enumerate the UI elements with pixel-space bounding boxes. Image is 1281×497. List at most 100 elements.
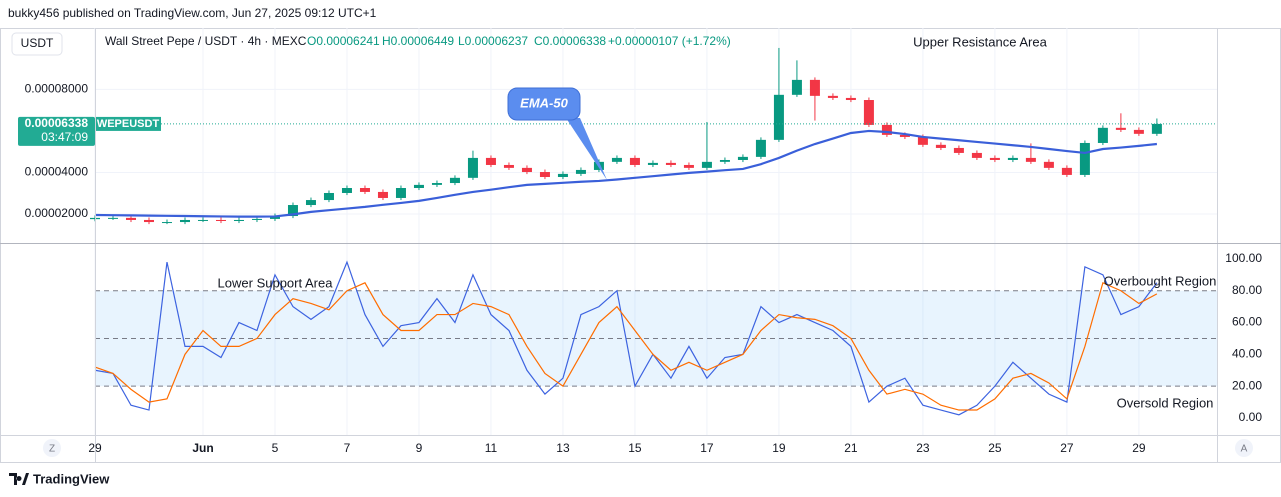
candle-body [467,157,478,178]
x-tick-label: 21 [844,441,858,455]
candle-body [251,218,262,220]
x-tick-label: 19 [772,441,786,455]
legend-change: +0.00000107 (+1.72%) [608,34,731,48]
candle-body [971,152,982,158]
legend-symbol: Wall Street Pepe / USDT · 4h · MEXC [105,34,307,48]
x-tick-label: 25 [988,441,1002,455]
x-tick-label: 27 [1060,441,1074,455]
candle-body [521,167,532,173]
x-tick-label: 15 [628,441,642,455]
countdown: 03:47:09 [41,130,88,144]
candle-body [557,173,568,178]
x-tick-label: 29 [1132,441,1146,455]
annotation: Lower Support Area [218,275,334,290]
candle-body [719,159,730,162]
candle-body [629,157,640,165]
legend-high: H0.00006449 [382,34,454,48]
candle-body [323,192,334,201]
publisher-line: bukky456 published on TradingView.com, J… [8,6,377,20]
candle-body [143,219,154,223]
candle-body [395,188,406,198]
x-tick-label: 11 [485,441,498,455]
callout-pointer [566,118,607,180]
candle-body [773,94,784,140]
candle-body [611,157,622,162]
logo-text: TradingView [33,471,110,486]
series-line [94,260,1158,416]
candle-body [701,161,712,168]
logo-icon [9,473,29,485]
x-tick-label: 17 [700,441,714,455]
candle-body [449,177,460,184]
series-line [94,281,1158,411]
candle-body [827,95,838,98]
series-line [94,129,1158,218]
y-tick-label: 0.00004000 [25,165,89,179]
x-tick-label: 9 [416,441,423,455]
candle-body [431,183,442,185]
candle-body [917,136,928,145]
currency: USDT [21,36,54,50]
candle-body [737,156,748,160]
candle-body [1133,129,1144,134]
last-price-box [18,116,95,146]
callout-text: EMA-50 [520,95,568,110]
candle-body [989,157,1000,160]
candle-body [755,139,766,157]
candle-body [1007,157,1018,160]
candle-body [107,217,118,219]
candle-body [1061,167,1072,175]
y-tick-label: 0.00008000 [25,82,89,96]
candle-body [1025,157,1036,162]
x-tick-label: 13 [556,441,570,455]
callout-box [507,87,581,121]
candle-body [1097,127,1108,143]
x-tick-label: Jun [192,441,213,455]
candle-body [341,188,352,193]
y-tick-label: 80.00 [1232,283,1262,297]
candle-body [503,164,514,168]
candle-body [647,162,658,165]
candle-body [935,144,946,148]
candle-body [233,219,244,222]
x-tick-label: 7 [344,441,351,455]
candle-body [359,188,370,192]
annotation: Upper Resistance Area [913,34,1047,49]
candle-body [863,100,874,125]
candle-body [881,124,892,135]
candle-body [1079,142,1090,175]
button-z[interactable] [43,439,61,457]
candle-body [809,79,820,96]
candle-body [1043,161,1054,168]
candle-body [377,191,388,198]
candle-body [179,219,190,223]
candle-body [683,164,694,168]
candle-body [485,157,496,165]
candle-body [539,172,550,178]
x-tick-label: 5 [272,441,279,455]
button-z-label: Z [49,444,55,455]
candle-body [287,205,298,217]
candle-body [215,219,226,222]
annotation: Overbought Region [1104,273,1217,288]
candle-body [1151,123,1162,134]
ticker-box [96,116,161,131]
candle-body [575,169,586,174]
candle-body [1115,127,1126,130]
y-tick-label: 0.00 [1239,410,1263,424]
candle-body [899,134,910,137]
y-tick-label: 20.00 [1232,378,1262,392]
candle-body [665,162,676,165]
currency-box[interactable] [11,32,63,56]
annotation: Oversold Region [1117,395,1214,410]
candle-body [197,219,208,221]
last-price-label: 0.00006338 [25,116,89,130]
button-a[interactable] [1235,439,1253,457]
candle-body [845,97,856,101]
y-tick-label: 0.00002000 [25,206,89,220]
legend-open: O0.00006241 [307,34,380,48]
candle-body [413,184,424,189]
legend-close: C0.00006338 [534,34,606,48]
